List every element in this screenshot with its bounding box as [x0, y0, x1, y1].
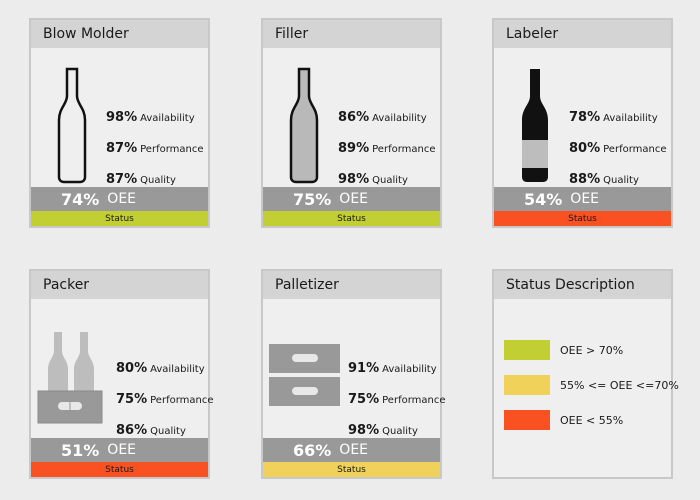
- legend-swatch-green: [504, 340, 550, 360]
- status-label: Status: [337, 213, 366, 224]
- performance-metric: 75% Performance: [116, 388, 214, 407]
- oee-value: 74%: [61, 189, 100, 209]
- card-title: Filler: [263, 20, 440, 48]
- availability-metric: 78% Availability: [569, 106, 658, 125]
- oee-label: OEE: [107, 191, 137, 207]
- card-title: Labeler: [494, 20, 671, 48]
- metric-value: 89%: [338, 141, 370, 156]
- metric-value: 75%: [348, 392, 380, 407]
- legend-title: Status Description: [494, 271, 671, 299]
- metric-label: Availability: [372, 113, 427, 124]
- metric-label: Quality: [140, 175, 176, 186]
- metric-label: Performance: [140, 144, 204, 155]
- oee-label: OEE: [339, 191, 369, 207]
- empty-bottle-outline-icon: [57, 67, 87, 184]
- card-title: Blow Molder: [31, 20, 208, 48]
- quality-metric: 98% Quality: [348, 419, 418, 438]
- metric-value: 78%: [569, 110, 601, 125]
- metric-label: Availability: [603, 113, 658, 124]
- status-bar: Status: [263, 462, 440, 477]
- status-label: Status: [105, 464, 134, 475]
- metric-value: 80%: [116, 361, 148, 376]
- legend-text: 55% <= OEE <=70%: [560, 378, 679, 392]
- metric-value: 86%: [338, 110, 370, 125]
- oee-bar: 74% OEE: [31, 187, 208, 211]
- metric-label: Availability: [150, 364, 205, 375]
- metric-label: Performance: [150, 395, 214, 406]
- metric-label: Availability: [140, 113, 195, 124]
- metric-label: Quality: [603, 175, 639, 186]
- status-bar: Status: [31, 211, 208, 226]
- quality-metric: 86% Quality: [116, 419, 186, 438]
- legend-item-green: OEE > 70%: [504, 340, 623, 360]
- legend-swatch-red: [504, 410, 550, 430]
- metric-value: 80%: [569, 141, 601, 156]
- availability-metric: 98% Availability: [106, 106, 195, 125]
- metric-label: Quality: [372, 175, 408, 186]
- metric-label: Availability: [382, 364, 437, 375]
- metric-label: Performance: [372, 144, 436, 155]
- performance-metric: 80% Performance: [569, 137, 667, 156]
- stacked-pallet-icon: [269, 344, 340, 406]
- oee-label: OEE: [107, 442, 137, 458]
- availability-metric: 80% Availability: [116, 357, 205, 376]
- status-label: Status: [105, 213, 134, 224]
- metric-value: 87%: [106, 172, 138, 187]
- status-bar: Status: [494, 211, 671, 226]
- legend-item-red: OEE < 55%: [504, 410, 623, 430]
- bottle-pack-icon: [37, 332, 103, 424]
- metric-label: Quality: [150, 426, 186, 437]
- legend-text: OEE > 70%: [560, 343, 624, 357]
- status-label: Status: [568, 213, 597, 224]
- metric-value: 86%: [116, 423, 148, 438]
- status-bar: Status: [31, 462, 208, 477]
- quality-metric: 87% Quality: [106, 168, 176, 187]
- oee-bar: 54% OEE: [494, 187, 671, 211]
- metric-label: Performance: [382, 395, 446, 406]
- oee-bar: 66% OEE: [263, 438, 440, 462]
- oee-bar: 75% OEE: [263, 187, 440, 211]
- oee-value: 75%: [293, 189, 332, 209]
- status-description-card: Status Description OEE > 70% 55% <= OEE …: [492, 269, 679, 479]
- status-bar: Status: [263, 211, 440, 226]
- card-title: Palletizer: [263, 271, 440, 299]
- card-title: Packer: [31, 271, 208, 299]
- metric-value: 75%: [116, 392, 148, 407]
- oee-value: 66%: [293, 440, 332, 460]
- performance-metric: 89% Performance: [338, 137, 436, 156]
- filled-bottle-icon: [289, 67, 319, 184]
- performance-metric: 75% Performance: [348, 388, 446, 407]
- oee-label: OEE: [339, 442, 369, 458]
- metric-value: 91%: [348, 361, 380, 376]
- metric-label: Performance: [603, 144, 667, 155]
- availability-metric: 86% Availability: [338, 106, 427, 125]
- legend-item-yellow: 55% <= OEE <=70%: [504, 375, 679, 395]
- quality-metric: 98% Quality: [338, 168, 408, 187]
- labeled-bottle-icon: [522, 69, 548, 182]
- metric-value: 98%: [348, 423, 380, 438]
- oee-value: 51%: [61, 440, 100, 460]
- status-label: Status: [337, 464, 366, 475]
- quality-metric: 88% Quality: [569, 168, 639, 187]
- oee-value: 54%: [524, 189, 563, 209]
- metric-value: 88%: [569, 172, 601, 187]
- machine-card-blow-molder: Blow Molder 98% Availability 87% Performan…: [29, 18, 210, 228]
- machine-card-palletizer: Palletizer 91% Availability 75% Performanc…: [261, 269, 446, 479]
- metric-value: 87%: [106, 141, 138, 156]
- machine-card-packer: Packer 80% Availability 75% Performance 86…: [29, 269, 214, 479]
- legend-text: OEE < 55%: [560, 413, 624, 427]
- oee-bar: 51% OEE: [31, 438, 208, 462]
- legend-swatch-yellow: [504, 375, 550, 395]
- metric-value: 98%: [106, 110, 138, 125]
- oee-label: OEE: [570, 191, 600, 207]
- machine-card-filler: Filler 86% Availability 89% Performance 98…: [261, 18, 442, 228]
- performance-metric: 87% Performance: [106, 137, 204, 156]
- machine-card-labeler: Labeler 78% Availability 80% Performance 8…: [492, 18, 673, 228]
- metric-label: Quality: [382, 426, 418, 437]
- metric-value: 98%: [338, 172, 370, 187]
- availability-metric: 91% Availability: [348, 357, 437, 376]
